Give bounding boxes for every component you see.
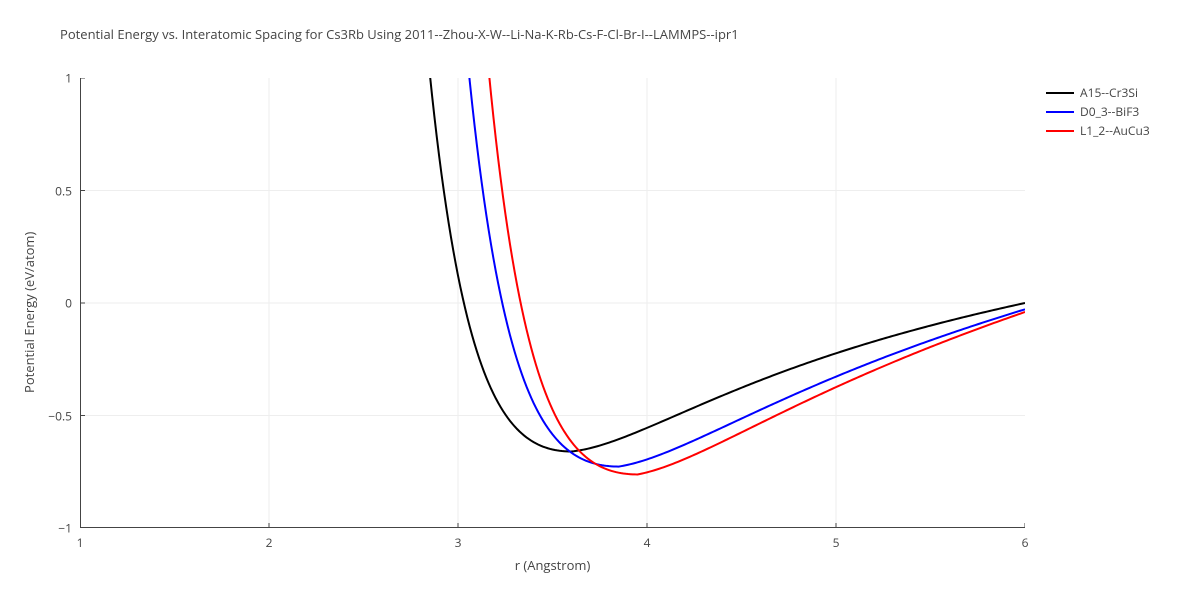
legend-swatch	[1046, 130, 1074, 132]
legend: A15--Cr3Si D0_3--BiF3 L1_2--AuCu3	[1046, 83, 1150, 140]
x-tick-label: 5	[833, 534, 840, 551]
x-axis-label: r (Angstrom)	[515, 556, 591, 574]
x-tick-label: 2	[266, 534, 273, 551]
plot-area	[80, 78, 1025, 528]
y-tick-label: 0	[65, 295, 72, 312]
legend-item[interactable]: L1_2--AuCu3	[1046, 121, 1150, 140]
legend-swatch	[1046, 111, 1074, 113]
series-line	[80, 78, 1025, 480]
y-tick-label: 0.5	[55, 182, 72, 199]
x-tick-label: 4	[644, 534, 651, 551]
legend-label: A15--Cr3Si	[1080, 84, 1138, 101]
x-tick-label: 3	[455, 534, 462, 551]
y-tick-label: −1	[58, 520, 72, 537]
legend-item[interactable]: D0_3--BiF3	[1046, 102, 1150, 121]
y-tick-label: 1	[65, 70, 72, 87]
chart-title: Potential Energy vs. Interatomic Spacing…	[60, 25, 739, 43]
legend-label: L1_2--AuCu3	[1080, 122, 1150, 139]
legend-swatch	[1046, 92, 1074, 94]
y-axis-label: Potential Energy (eV/atom)	[20, 232, 38, 393]
legend-item[interactable]: A15--Cr3Si	[1046, 83, 1150, 102]
legend-label: D0_3--BiF3	[1080, 103, 1139, 120]
x-tick-label: 1	[77, 534, 84, 551]
y-tick-label: −0.5	[48, 407, 72, 424]
series-line	[80, 78, 1025, 512]
series-line	[80, 78, 1025, 454]
x-tick-label: 6	[1022, 534, 1029, 551]
